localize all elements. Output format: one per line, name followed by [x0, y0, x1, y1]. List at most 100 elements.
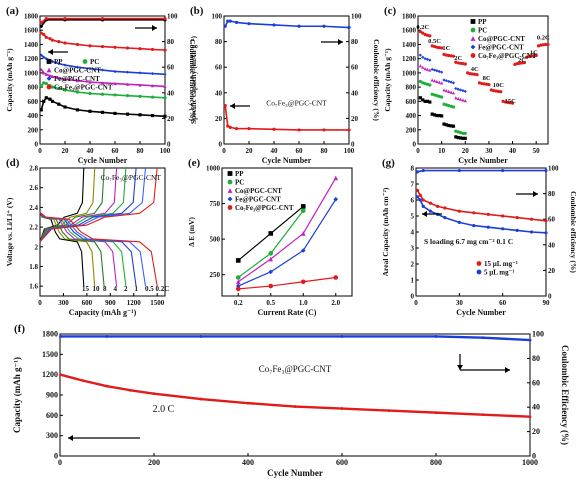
series-line-0.2C — [39, 211, 158, 287]
data-point — [451, 91, 456, 95]
x-tick-label: 600 — [82, 299, 93, 307]
y-tick-label: 60 — [215, 64, 223, 72]
x-tick-label: 0 — [222, 147, 226, 155]
rate-label: 2 — [124, 285, 128, 293]
y-tick-label: 400 — [28, 112, 39, 120]
annotation: Co₇Fe₃@PGC-CNT — [259, 364, 332, 374]
annotation: S loading 6.7 mg cm⁻² 0.1 C — [424, 237, 513, 246]
panel-c: (c) 0 10 20 30 40 50 0 200 400 600 800 1000 1200 1400 1… — [383, 5, 550, 165]
rate-label: 0.5C — [428, 38, 441, 45]
legend-marker — [82, 59, 88, 64]
series-line-Co@PGC-CNT — [52, 75, 59, 79]
data-point — [235, 286, 241, 292]
y2-tick-label: 100 — [167, 13, 178, 21]
x-tick-label: 30 — [485, 147, 493, 155]
data-point — [463, 89, 467, 93]
data-point — [333, 196, 339, 202]
series-line-Co₇Fe₃@PGC-CNT — [224, 105, 229, 127]
series-line-Co₇Fe₃@PGC-CNT — [294, 405, 343, 410]
y-tick-label: 250 — [210, 271, 221, 279]
data-point — [423, 57, 427, 61]
legend-marker — [46, 84, 52, 90]
y-tick-label: 200 — [28, 126, 39, 134]
y2-tick-label: 40 — [167, 89, 175, 97]
data-point — [163, 96, 167, 100]
x-tick-label: 90 — [543, 299, 551, 307]
data-point — [449, 124, 453, 128]
legend-entry: PC — [227, 179, 244, 187]
y-tick-label: 200 — [406, 126, 417, 134]
data-point — [449, 54, 453, 58]
series-line-Fe@PGC-CNT — [114, 70, 128, 73]
legend-marker — [470, 27, 476, 33]
rate-label: 15 — [82, 285, 90, 293]
series-line-PC — [114, 94, 128, 97]
series-line-PP — [139, 114, 153, 117]
x-tick-label: 80 — [137, 147, 145, 155]
right-axis-arrow-head — [505, 367, 510, 373]
rate-label: 2C — [518, 57, 526, 64]
data-point — [57, 102, 61, 106]
legend: 15 μL mg⁻¹5 μL mg⁻¹ — [476, 260, 518, 277]
legend-entry: Co₇Fe₃@PGC-CNT — [46, 84, 113, 92]
legend-entry: PP — [470, 18, 487, 26]
series-line-Co₇Fe₃@PGC-CNT — [341, 407, 390, 412]
data-point — [473, 72, 477, 76]
data-point — [447, 123, 451, 128]
series-line-Fe@PGC-CNT — [238, 271, 271, 287]
y-tick-label: 400 — [406, 112, 417, 120]
data-point — [451, 81, 456, 85]
x-tick-label: 30 — [456, 299, 464, 307]
series-line-Co@PGC-CNT — [270, 232, 304, 260]
series-line-PP — [114, 112, 128, 115]
data-point — [544, 219, 548, 223]
y-tick-label: 20 — [215, 115, 223, 123]
x-axis-title: Cycle Number — [267, 468, 323, 478]
data-point — [499, 90, 503, 94]
plot-frame — [39, 15, 166, 145]
y-tick-label: 2 — [35, 243, 39, 251]
series-line-Co₇Fe₃@PGC-CNT — [152, 48, 166, 51]
x-tick-label: 0 — [416, 147, 420, 155]
data-point — [451, 54, 456, 58]
series-line-Co₇Fe₃@PGC-CNT — [238, 285, 271, 290]
series-line-Co₇Fe₃@PGC-CNT — [303, 276, 336, 283]
data-point — [451, 105, 456, 109]
legend-marker — [470, 19, 476, 24]
data-point — [461, 62, 465, 66]
data-point — [447, 53, 451, 58]
series-line-Co₇Fe₃@PGC-CNT — [106, 385, 131, 392]
y-tick-label: 1.6 — [29, 283, 38, 291]
series-line-15 μL mg⁻¹ — [531, 218, 547, 222]
data-point — [544, 231, 548, 235]
x-tick-label: 1000 — [522, 458, 538, 467]
legend-label: 5 μL mg⁻¹ — [484, 269, 514, 277]
data-point — [437, 69, 441, 74]
series-line-Fe@PGC-CNT — [102, 69, 116, 73]
legend-entry: Co@PGC-CNT — [470, 35, 525, 43]
right-axis-arrow-head — [152, 25, 157, 31]
x-tick-label: 60 — [296, 147, 304, 155]
legend-entry: Co@PGC-CNT — [46, 67, 101, 75]
data-point — [539, 43, 543, 47]
data-point — [532, 54, 536, 58]
x-tick-label: 100 — [160, 147, 171, 155]
panel-label: (f) — [14, 323, 25, 335]
series-line-Co@PGC-CNT — [237, 258, 272, 283]
data-point — [418, 53, 422, 57]
ce-line-Co₇Fe₃@PGC-CNT — [248, 22, 275, 26]
y-tick-label: 5 — [411, 213, 415, 221]
legend-label: Co@PGC-CNT — [54, 67, 101, 75]
x-axis-title: Cycle Number — [262, 156, 312, 165]
data-point — [163, 48, 167, 52]
data-point — [529, 54, 534, 58]
data-point — [418, 64, 422, 68]
data-point — [461, 131, 465, 135]
y-tick-label: 0 — [54, 452, 58, 461]
series-line-Fe@PGC-CNT — [127, 71, 141, 74]
series-line-Co@PGC-CNT — [58, 77, 66, 81]
series-line-Co₇Fe₃@PGC-CNT — [77, 43, 91, 47]
series-line-Co₇Fe₃@PGC-CNT — [248, 127, 275, 131]
